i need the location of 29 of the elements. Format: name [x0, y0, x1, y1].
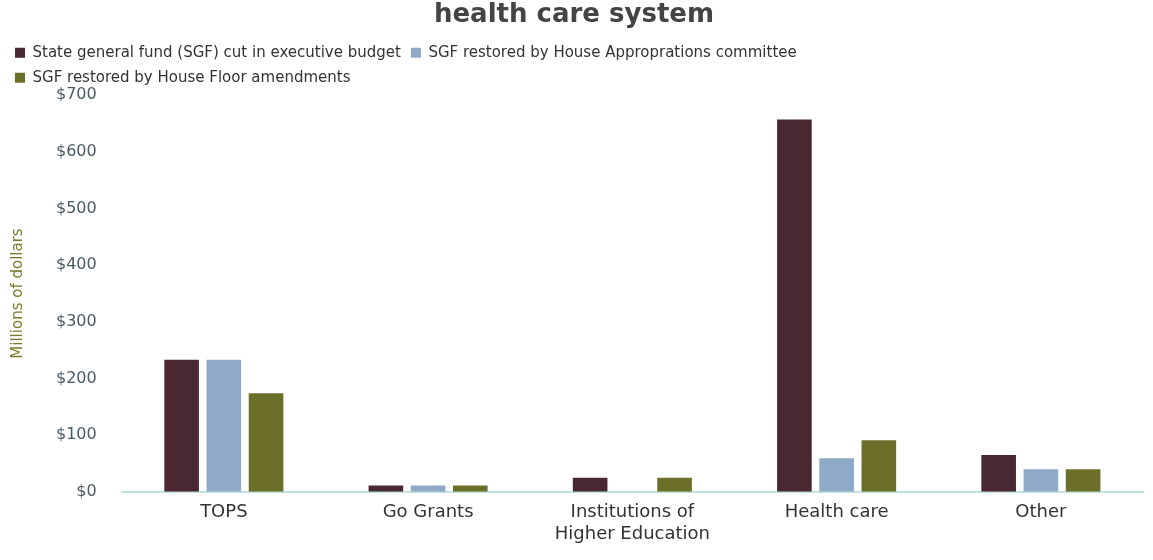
- bar: [981, 454, 1016, 492]
- bar: [572, 477, 608, 492]
- legend-label: SGF restored by House Floor amendments: [32, 67, 351, 86]
- y-axis-title: Millions of dollars: [7, 228, 26, 359]
- bar: [1065, 469, 1101, 492]
- bar: [861, 440, 897, 492]
- y-tick-label: $600: [56, 141, 97, 161]
- chart-title: health care system: [433, 0, 715, 29]
- x-tick-label: Institutions of Higher Education: [554, 500, 710, 543]
- x-tick-label: Other: [1015, 500, 1068, 522]
- x-tick-label: Health care: [784, 500, 889, 522]
- bar: [777, 119, 812, 492]
- y-tick-label: $300: [56, 310, 97, 330]
- bar: [206, 359, 242, 492]
- bar: [657, 477, 692, 492]
- legend-label: SGF restored by House Approprations committee: [428, 42, 797, 61]
- x-tick-label: TOPS: [199, 500, 248, 522]
- y-tick-label: $0: [76, 480, 97, 500]
- legend-label: State general fund (SGF) cut in executive budget: [32, 42, 402, 61]
- y-tick-label: $400: [56, 254, 97, 274]
- bar: [1023, 469, 1059, 492]
- y-tick-label: $700: [56, 84, 97, 104]
- y-tick-label: $500: [56, 197, 97, 217]
- bar: [164, 359, 199, 492]
- bar: [819, 458, 854, 492]
- y-tick-label: $100: [56, 424, 97, 444]
- bar: [248, 393, 284, 492]
- y-tick-label: $200: [56, 367, 97, 387]
- x-tick-label: Go Grants: [382, 500, 474, 522]
